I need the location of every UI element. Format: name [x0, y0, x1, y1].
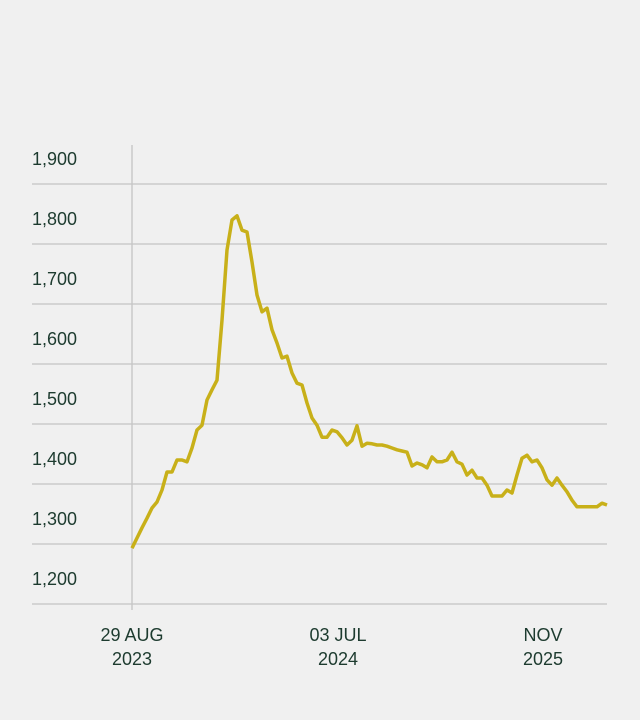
y-tick-label: 1,400 [32, 449, 77, 469]
x-tick-label: 03 JUL 2024 [309, 625, 366, 669]
y-tick-label: 1,800 [32, 209, 77, 229]
y-tick-label: 1,500 [32, 389, 77, 409]
price-line [130, 214, 608, 549]
y-tick-label: 1,700 [32, 269, 77, 289]
y-tick-label: 1,200 [32, 569, 77, 589]
x-tick-label: 29 AUG 2023 [100, 625, 163, 669]
y-tick-label: 1,900 [32, 149, 77, 169]
x-tick-label: NOV 2025 [523, 625, 563, 669]
y-tick-label: 1,600 [32, 329, 77, 349]
y-tick-label: 1,300 [32, 509, 77, 529]
